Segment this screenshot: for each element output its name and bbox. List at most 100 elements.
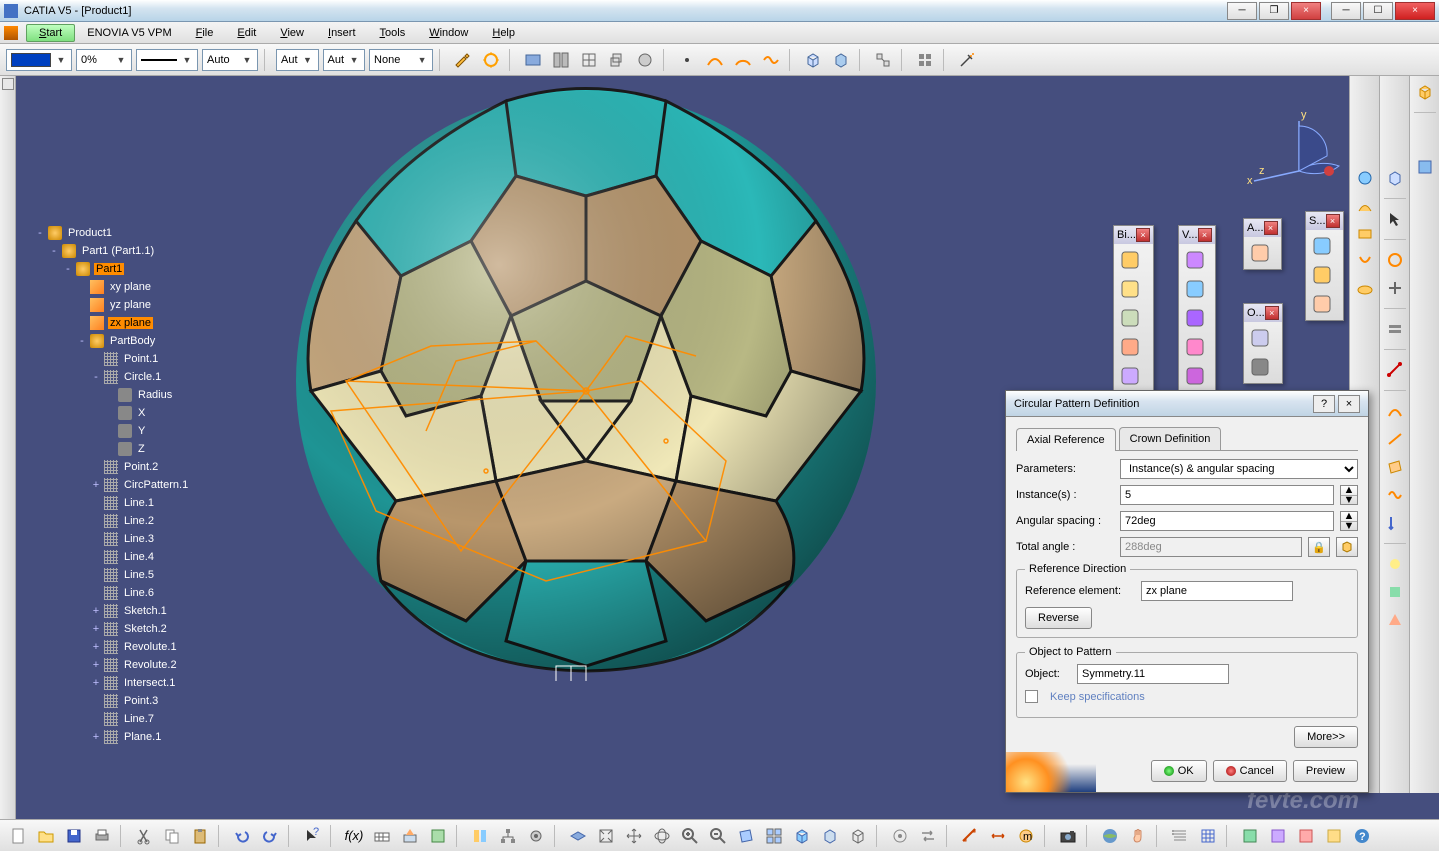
menu-window[interactable]: Window (417, 25, 480, 41)
tree-item[interactable]: Line.7 (34, 710, 190, 728)
tb-icon-5[interactable] (633, 48, 657, 72)
mini-close-icon[interactable]: × (1265, 306, 1279, 320)
sweep-icon[interactable] (1353, 194, 1377, 218)
mini-tool-icon[interactable] (1247, 240, 1273, 266)
dialog-titlebar[interactable]: Circular Pattern Definition ? × (1006, 391, 1368, 417)
rotate-icon[interactable] (650, 824, 674, 848)
snap-icon[interactable] (1383, 276, 1407, 300)
linewidth-select[interactable]: ▼ (136, 49, 198, 71)
mini-toolbar[interactable]: V...× (1178, 225, 1216, 393)
multiview-icon[interactable] (762, 824, 786, 848)
sketch-icon[interactable] (1413, 80, 1437, 104)
tree-item[interactable]: Z (34, 440, 190, 458)
tree-item[interactable]: Line.5 (34, 566, 190, 584)
fill-icon[interactable] (1353, 278, 1377, 302)
open-icon[interactable] (34, 824, 58, 848)
project-icon[interactable] (1383, 511, 1407, 535)
design-table-icon[interactable] (370, 824, 394, 848)
app4-icon[interactable] (1322, 824, 1346, 848)
measure-tool-icon[interactable] (1383, 358, 1407, 382)
plane-tool-icon[interactable] (1383, 455, 1407, 479)
mini-toolbar[interactable]: Bi...× (1113, 225, 1154, 393)
catalog-icon[interactable] (468, 824, 492, 848)
undo-icon[interactable] (230, 824, 254, 848)
app2-icon[interactable] (1266, 824, 1290, 848)
tree-item[interactable]: xy plane (34, 278, 190, 296)
zoomout-icon[interactable] (706, 824, 730, 848)
tool-b-icon[interactable] (1383, 580, 1407, 604)
arrow-cursor-icon[interactable] (1383, 207, 1407, 231)
hierarchy-icon[interactable] (496, 824, 520, 848)
color-picker[interactable]: ▼ (6, 49, 72, 71)
tree-item[interactable]: Y (34, 422, 190, 440)
new-icon[interactable] (6, 824, 30, 848)
tb-icon-6[interactable] (675, 48, 699, 72)
tree-item[interactable]: -Part1 (Part1.1) (34, 242, 190, 260)
normalview-icon[interactable] (734, 824, 758, 848)
env-icon[interactable] (1098, 824, 1122, 848)
app1-icon[interactable] (1238, 824, 1262, 848)
cut-icon[interactable] (132, 824, 156, 848)
tree-item[interactable]: Point.1 (34, 350, 190, 368)
menu-enovia[interactable]: ENOVIA V5 VPM (75, 25, 183, 41)
tree-item[interactable]: +Revolute.2 (34, 656, 190, 674)
paint-icon[interactable] (451, 48, 475, 72)
tree-item[interactable]: Radius (34, 386, 190, 404)
mini-close-icon[interactable]: × (1136, 228, 1150, 242)
tree-item[interactable]: -PartBody (34, 332, 190, 350)
menu-file[interactable]: File (184, 25, 226, 41)
menu-edit[interactable]: Edit (225, 25, 268, 41)
mini-close-icon[interactable]: × (1264, 221, 1278, 235)
tree-item[interactable]: -Product1 (34, 224, 190, 242)
fly-icon[interactable] (566, 824, 590, 848)
tree-item[interactable]: Line.1 (34, 494, 190, 512)
knowledge-icon[interactable] (426, 824, 450, 848)
mini-close-icon[interactable]: × (1198, 228, 1212, 242)
app3-icon[interactable] (1294, 824, 1318, 848)
tree-item[interactable]: zx plane (34, 314, 190, 332)
dialog-close-button[interactable]: × (1338, 395, 1360, 413)
tree-item[interactable]: -Circle.1 (34, 368, 190, 386)
reverse-button[interactable]: Reverse (1025, 607, 1092, 629)
manipulate-icon[interactable] (1383, 248, 1407, 272)
minimize-button-inner[interactable]: ─ (1227, 2, 1257, 20)
tree-item[interactable]: Point.2 (34, 458, 190, 476)
tb-icon-4[interactable] (605, 48, 629, 72)
total-calc-icon[interactable] (1336, 537, 1358, 557)
mini-close-icon[interactable]: × (1326, 214, 1340, 228)
fitall-icon[interactable] (594, 824, 618, 848)
mini-tool-icon[interactable] (1182, 334, 1208, 360)
tab-crown-definition[interactable]: Crown Definition (1119, 427, 1222, 450)
dialog-help-button[interactable]: ? (1313, 395, 1335, 413)
keepspec-checkbox[interactable] (1025, 690, 1038, 703)
close-button[interactable]: × (1395, 2, 1435, 20)
menu-tools[interactable]: Tools (368, 25, 418, 41)
tree-item[interactable]: +Revolute.1 (34, 638, 190, 656)
offset-icon[interactable] (1353, 250, 1377, 274)
boundary-icon[interactable] (1383, 483, 1407, 507)
isoview-icon[interactable] (790, 824, 814, 848)
tree-item[interactable]: +Sketch.2 (34, 620, 190, 638)
spline-icon[interactable] (703, 48, 727, 72)
minimize-button[interactable]: ─ (1331, 2, 1361, 20)
help-icon[interactable]: ? (1350, 824, 1374, 848)
zoomin-icon[interactable] (678, 824, 702, 848)
camera-icon[interactable] (1056, 824, 1080, 848)
whatsthis-icon[interactable]: ? (300, 824, 324, 848)
curve-tool-icon[interactable] (1383, 399, 1407, 423)
tb-icon-7[interactable] (871, 48, 895, 72)
mini-tool-icon[interactable] (1182, 305, 1208, 331)
total-lock-icon[interactable]: 🔒 (1308, 537, 1330, 557)
more-button[interactable]: More>> (1294, 726, 1358, 748)
workbench-icon[interactable] (1413, 155, 1437, 179)
menu-insert[interactable]: Insert (316, 25, 368, 41)
copy-icon[interactable] (160, 824, 184, 848)
mini-tool-icon[interactable] (1117, 305, 1143, 331)
inertia-icon[interactable]: m (1014, 824, 1038, 848)
tree-item[interactable]: Line.3 (34, 530, 190, 548)
spacing-spinner[interactable]: ▲▼ (1340, 511, 1358, 531)
compass-gizmo[interactable]: y x z (1239, 106, 1349, 216)
tool-c-icon[interactable] (1383, 608, 1407, 632)
mini-tool-icon[interactable] (1117, 247, 1143, 273)
mini-tool-icon[interactable] (1309, 262, 1335, 288)
